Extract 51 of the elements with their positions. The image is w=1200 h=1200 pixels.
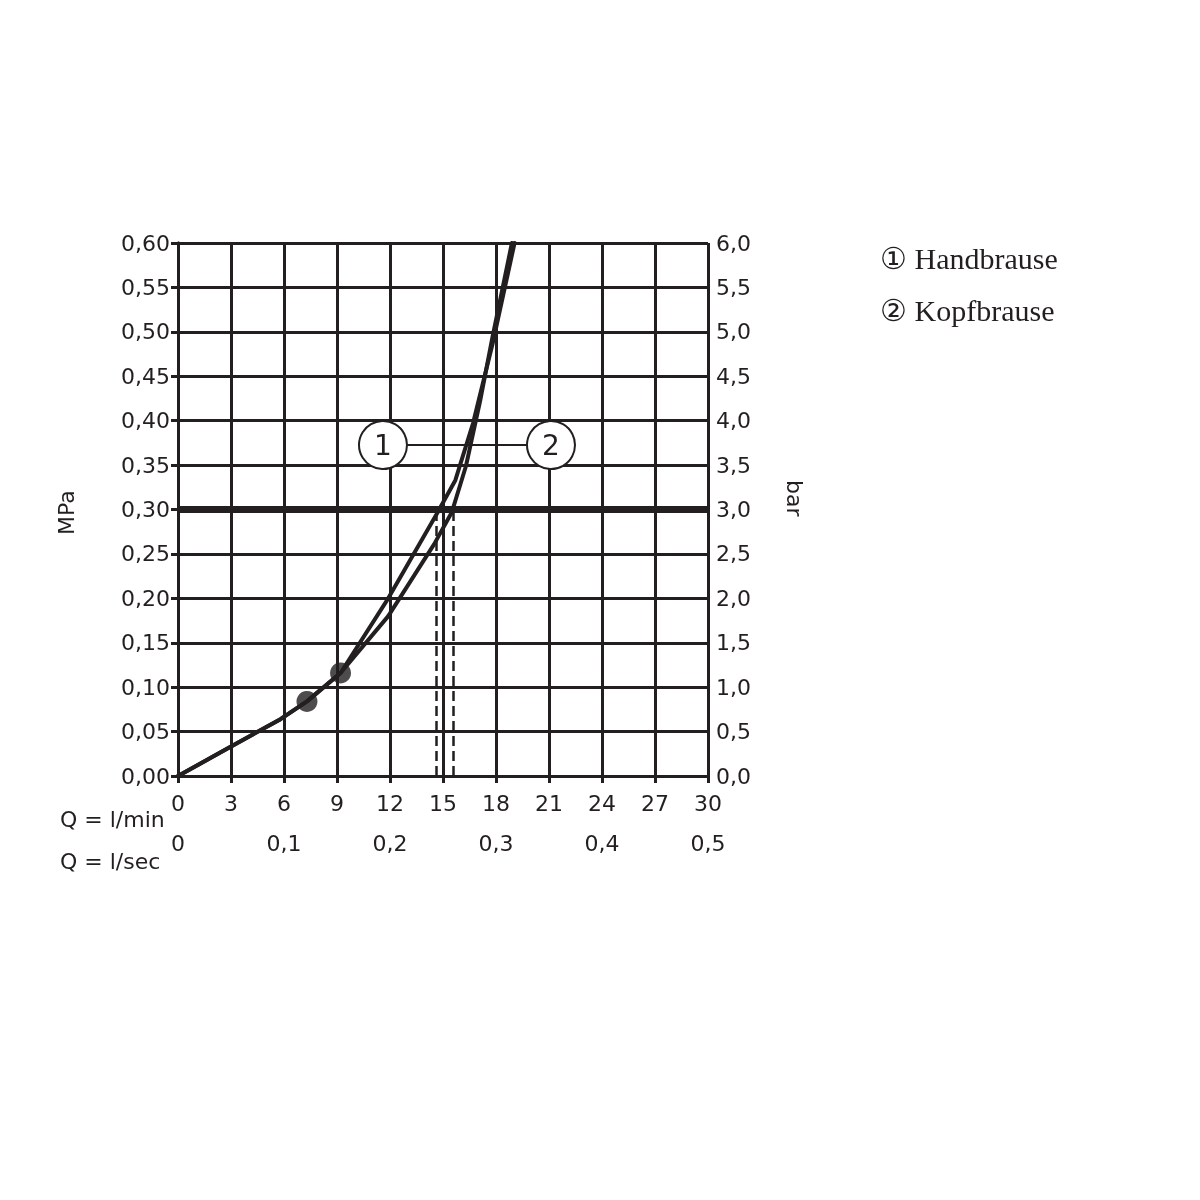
y-tick-label: 0,25 bbox=[121, 541, 170, 567]
y2-tick-label: 1,0 bbox=[716, 674, 751, 700]
y2-tick-label: 2,5 bbox=[716, 541, 751, 567]
y2-tick-label: 5,0 bbox=[716, 319, 751, 345]
x-tick-label: 24 bbox=[588, 790, 616, 816]
x-tick-label: 21 bbox=[535, 790, 563, 816]
x-tick-label: 3 bbox=[224, 790, 238, 816]
y-axis-title: MPa bbox=[53, 490, 79, 535]
x2-tick-label: 0,5 bbox=[690, 830, 726, 856]
y2-tick-label: 0,5 bbox=[716, 719, 751, 745]
y2-tick-label: 2,0 bbox=[716, 585, 751, 611]
y2-tick-label: 4,0 bbox=[716, 408, 751, 434]
x2-tick-label: 0,2 bbox=[372, 830, 408, 856]
annotation: 1 bbox=[374, 428, 392, 462]
y-tick-label: 0,50 bbox=[121, 319, 170, 345]
y-tick-label: 0,30 bbox=[121, 497, 170, 522]
x-tick-label: 30 bbox=[694, 790, 722, 816]
y2-tick-label: 1,5 bbox=[716, 630, 751, 656]
x-tick-label: 12 bbox=[376, 790, 404, 816]
text: ② Kopfbrause bbox=[880, 293, 1055, 327]
x2-axis-title: Q = l/sec bbox=[60, 848, 161, 874]
y2-tick-label: 5,5 bbox=[716, 274, 751, 300]
x-axis-title: Q = l/min bbox=[60, 806, 165, 832]
y-tick-label: 0,15 bbox=[121, 630, 170, 656]
x-tick-label: 0 bbox=[171, 790, 185, 816]
y-tick-label: 0,45 bbox=[121, 363, 170, 389]
text: ① Handbrause bbox=[880, 241, 1058, 275]
x2-tick-label: 0,4 bbox=[584, 830, 620, 856]
y-tick-label: 0,20 bbox=[121, 585, 170, 611]
y-tick-label: 0,60 bbox=[121, 230, 170, 256]
y-tick-label: 0,05 bbox=[121, 719, 170, 745]
x-tick-label: 18 bbox=[482, 790, 510, 816]
y2-tick-label: 4,5 bbox=[716, 363, 751, 389]
y-tick-label: 0,00 bbox=[121, 763, 170, 789]
x-tick-label: 15 bbox=[429, 790, 457, 816]
y-tick-label: 0,10 bbox=[121, 674, 170, 700]
x-tick-label: 9 bbox=[330, 790, 344, 816]
x-tick-label: 27 bbox=[641, 790, 669, 816]
y-tick-label: 0,40 bbox=[121, 408, 170, 434]
annotation: 2 bbox=[542, 428, 560, 462]
x2-tick-label: 0,3 bbox=[478, 830, 514, 856]
y-tick-label: 0,35 bbox=[121, 452, 170, 478]
y2-tick-label: 6,0 bbox=[716, 230, 751, 256]
x2-tick-label: 0 bbox=[171, 830, 185, 856]
y2-tick-label: 0,0 bbox=[716, 763, 751, 789]
y2-tick-label: 3,0 bbox=[716, 497, 751, 522]
y2-tick-label: 3,5 bbox=[716, 452, 751, 478]
x2-tick-label: 0,1 bbox=[266, 830, 302, 856]
x-tick-label: 6 bbox=[277, 790, 291, 816]
y-tick-label: 0,55 bbox=[121, 274, 170, 300]
y2-axis-title: bar bbox=[781, 480, 807, 518]
